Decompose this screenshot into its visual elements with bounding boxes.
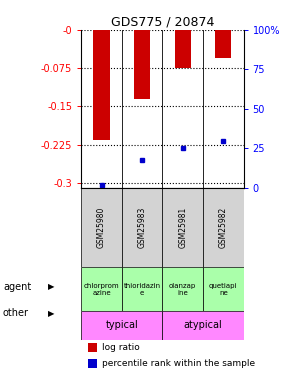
Bar <box>81 267 122 311</box>
Text: other: other <box>3 308 29 318</box>
Bar <box>134 30 150 99</box>
Bar <box>93 30 110 140</box>
Title: GDS775 / 20874: GDS775 / 20874 <box>111 16 214 29</box>
Bar <box>162 267 203 311</box>
Bar <box>215 30 231 58</box>
Text: chlorprom
azine: chlorprom azine <box>84 283 119 296</box>
Text: thioridazin
e: thioridazin e <box>124 283 161 296</box>
Bar <box>122 267 162 311</box>
Bar <box>203 188 244 267</box>
Text: percentile rank within the sample: percentile rank within the sample <box>102 359 255 368</box>
Text: olanzap
ine: olanzap ine <box>169 283 196 296</box>
Bar <box>81 311 162 340</box>
Bar <box>122 188 162 267</box>
Text: typical: typical <box>106 320 138 330</box>
Text: quetiapi
ne: quetiapi ne <box>209 283 238 296</box>
Text: GSM25980: GSM25980 <box>97 207 106 248</box>
Text: GSM25982: GSM25982 <box>219 207 228 248</box>
Text: ▶: ▶ <box>48 309 54 318</box>
Bar <box>88 343 97 352</box>
Text: ▶: ▶ <box>48 282 54 291</box>
Bar <box>175 30 191 68</box>
Bar <box>203 267 244 311</box>
Bar <box>162 311 244 340</box>
Text: log ratio: log ratio <box>102 343 140 352</box>
Text: GSM25981: GSM25981 <box>178 207 187 248</box>
Bar <box>88 358 97 368</box>
Text: atypical: atypical <box>184 320 222 330</box>
Text: GSM25983: GSM25983 <box>137 207 147 248</box>
Bar <box>162 188 203 267</box>
Bar <box>81 188 122 267</box>
Text: agent: agent <box>3 282 31 292</box>
